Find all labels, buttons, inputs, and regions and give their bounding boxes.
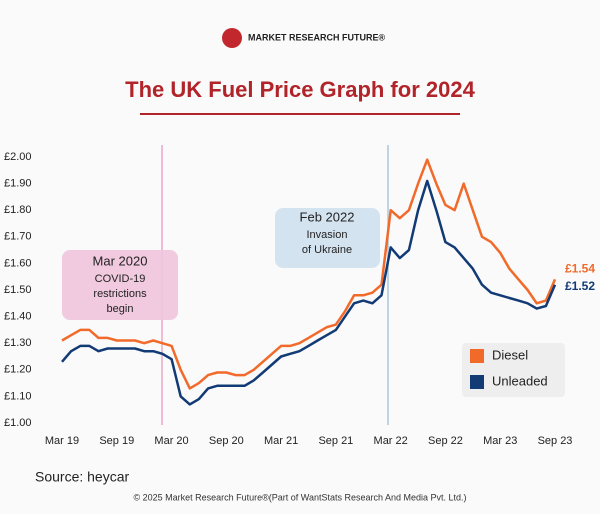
- annotation: Feb 2022: [300, 209, 355, 224]
- annotation-box: [62, 250, 178, 320]
- series-line: [61, 158, 557, 390]
- annotation: begin: [107, 303, 134, 315]
- y-tick-label: £1.00: [4, 417, 32, 429]
- series-line: [61, 179, 557, 406]
- y-tick-label: £1.80: [4, 204, 32, 216]
- annotation: Mar 2020: [93, 253, 148, 268]
- annotation-box: [275, 208, 380, 268]
- y-tick-label: £1.50: [4, 284, 32, 296]
- x-tick-label: Mar 19: [45, 435, 79, 447]
- annotation: Invasion: [307, 229, 348, 241]
- footer: © 2025 Market Research Future®(Part of W…: [133, 492, 466, 502]
- annotation: of Ukraine: [302, 244, 352, 256]
- y-tick-label: £1.10: [4, 390, 32, 402]
- x-tick-label: Sep 23: [538, 435, 573, 447]
- x-tick-label: Mar 21: [264, 435, 298, 447]
- x-tick-label: Mar 23: [483, 435, 517, 447]
- legend-swatch: [470, 349, 484, 363]
- x-tick-label: Sep 19: [99, 435, 134, 447]
- annotation: COVID-19: [95, 273, 146, 285]
- brand: MARKET RESEARCH FUTURE®: [248, 32, 386, 42]
- chart-title: The UK Fuel Price Graph for 2024: [125, 77, 475, 102]
- x-tick-label: Sep 20: [209, 435, 244, 447]
- y-tick-label: £2.00: [4, 151, 32, 163]
- y-tick-label: £1.70: [4, 231, 32, 243]
- x-tick-label: Sep 22: [428, 435, 463, 447]
- annotation: restrictions: [93, 288, 147, 300]
- legend: [462, 343, 565, 397]
- y-tick-label: £1.60: [4, 257, 32, 269]
- end-label: £1.54: [565, 262, 595, 276]
- y-tick-label: £1.90: [4, 178, 32, 190]
- legend-swatch: [470, 375, 484, 389]
- y-tick-label: £1.40: [4, 311, 32, 323]
- y-tick-label: £1.20: [4, 364, 32, 376]
- x-tick-label: Sep 21: [318, 435, 353, 447]
- end-label: £1.52: [565, 279, 595, 293]
- y-tick-label: £1.30: [4, 337, 32, 349]
- source: Source: heycar: [35, 469, 129, 485]
- x-tick-label: Mar 20: [154, 435, 188, 447]
- legend-label: Unleaded: [492, 373, 548, 388]
- legend-label: Diesel: [492, 347, 528, 362]
- x-tick-label: Mar 22: [374, 435, 408, 447]
- logo: [222, 28, 242, 48]
